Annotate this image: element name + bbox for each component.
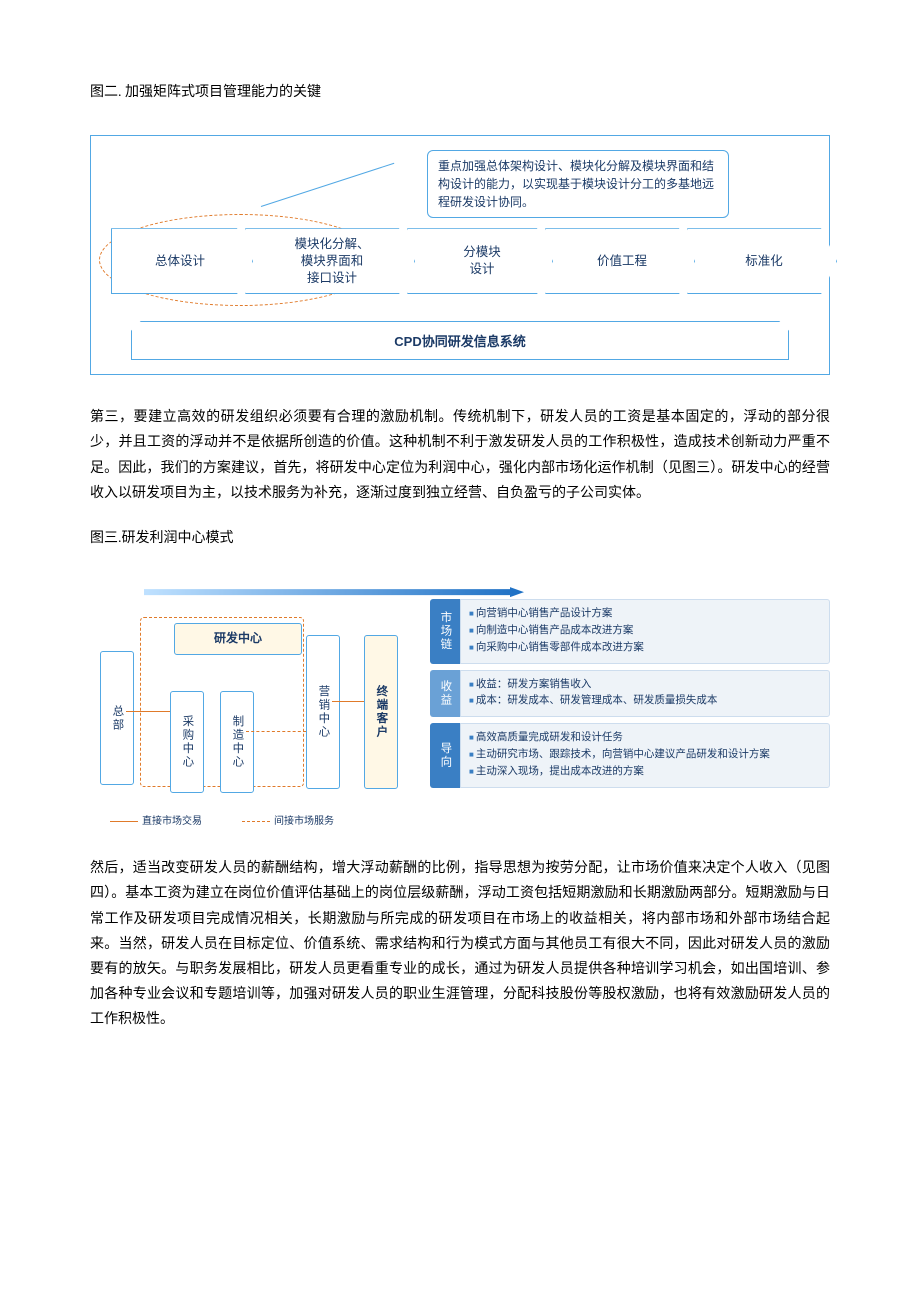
fig3-box-manu: 制造中心 (220, 691, 254, 793)
panel-tab: 收益 (430, 670, 460, 718)
fig3-box-hq: 总部 (100, 651, 134, 785)
fig3-box-proc: 采购中心 (170, 691, 204, 793)
panel-body: 向营销中心销售产品设计方案 向制造中心销售产品成本改进方案 向采购中心销售零部件… (460, 599, 830, 663)
fig3-connector (246, 731, 306, 732)
fig2-callout-connector (261, 163, 394, 207)
fig2-step-1: 总体设计 (111, 228, 253, 294)
fig3-panel-market: 市场链 向营销中心销售产品设计方案 向制造中心销售产品成本改进方案 向采购中心销… (430, 599, 830, 663)
fig3-connector (332, 701, 364, 702)
fig2-system-box: CPD协同研发信息系统 (131, 321, 789, 360)
fig2-step-4: 价值工程 (545, 228, 695, 294)
panel-item: 主动深入现场，提出成本改进的方案 (469, 764, 821, 781)
legend-solid: 直接市场交易 (110, 813, 202, 831)
figure-3: 总部 研发中心 采购中心 制造中心 营销中心 终端客户 直接市场交易 间接市场服… (90, 581, 830, 831)
panel-item: 向营销中心销售产品设计方案 (469, 606, 821, 623)
figure-2: 重点加强总体架构设计、模块化分解及模块界面和结构设计的能力，以实现基于模块设计分… (90, 135, 830, 375)
fig3-caption: 图三.研发利润中心模式 (90, 526, 830, 551)
fig3-legend: 直接市场交易 间接市场服务 (110, 813, 334, 831)
panel-body: 高效高质量完成研发和设计任务 主动研究市场、跟踪技术，向营销中心建议产品研发和设… (460, 723, 830, 787)
panel-body: 收益：研发方案销售收入 成本：研发成本、研发管理成本、研发质量损失成本 (460, 670, 830, 718)
panel-item: 成本：研发成本、研发管理成本、研发质量损失成本 (469, 693, 821, 710)
fig2-step-2: 模块化分解、 模块界面和 接口设计 (245, 228, 415, 294)
fig3-panel-direction: 导向 高效高质量完成研发和设计任务 主动研究市场、跟踪技术，向营销中心建议产品研… (430, 723, 830, 787)
panel-item: 向制造中心销售产品成本改进方案 (469, 623, 821, 640)
fig2-step-5: 标准化 (687, 228, 837, 294)
fig3-box-cust: 终端客户 (364, 635, 398, 789)
panel-tab: 市场链 (430, 599, 460, 663)
panel-item: 高效高质量完成研发和设计任务 (469, 730, 821, 747)
panel-item: 向采购中心销售零部件成本改进方案 (469, 640, 821, 657)
fig2-flow: 总体设计 模块化分解、 模块界面和 接口设计 分模块 设计 价值工程 标准化 (111, 228, 829, 294)
panel-tab: 导向 (430, 723, 460, 787)
paragraph-2: 然后，适当改变研发人员的薪酬结构，增大浮动薪酬的比例，指导思想为按劳分配，让市场… (90, 856, 830, 1032)
fig3-box-rnd: 研发中心 (174, 623, 302, 655)
paragraph-1: 第三，要建立高效的研发组织必须要有合理的激励机制。传统机制下，研发人员的工资是基… (90, 405, 830, 506)
fig2-caption: 图二. 加强矩阵式项目管理能力的关键 (90, 80, 830, 105)
fig3-connector (126, 711, 170, 712)
fig3-box-sale: 营销中心 (306, 635, 340, 789)
panel-item: 主动研究市场、跟踪技术，向营销中心建议产品研发和设计方案 (469, 747, 821, 764)
panel-item: 收益：研发方案销售收入 (469, 677, 821, 694)
fig3-panels: 市场链 向营销中心销售产品设计方案 向制造中心销售产品成本改进方案 向采购中心销… (430, 581, 830, 831)
legend-dashed: 间接市场服务 (242, 813, 334, 831)
fig2-callout: 重点加强总体架构设计、模块化分解及模块界面和结构设计的能力，以实现基于模块设计分… (427, 150, 729, 218)
fig3-org-chart: 总部 研发中心 采购中心 制造中心 营销中心 终端客户 直接市场交易 间接市场服… (90, 581, 430, 831)
fig3-panel-revenue: 收益 收益：研发方案销售收入 成本：研发成本、研发管理成本、研发质量损失成本 (430, 670, 830, 718)
fig2-step-3: 分模块 设计 (407, 228, 553, 294)
